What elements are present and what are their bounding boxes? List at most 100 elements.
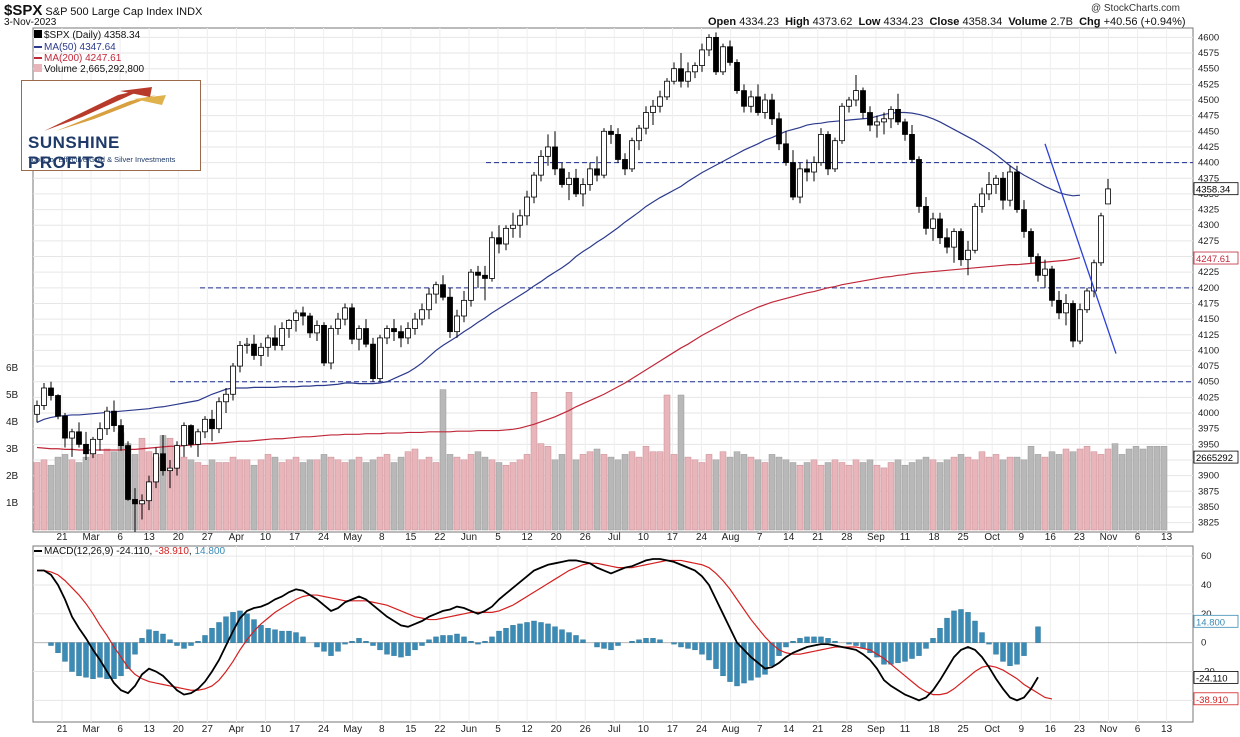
x-tick-label: 5 <box>495 532 501 543</box>
x-tick-label-bottom: 23 <box>1074 724 1086 735</box>
x-tick-label-bottom: 8 <box>379 724 385 735</box>
macd-hist-bar <box>55 642 61 653</box>
candle-body <box>1063 303 1069 314</box>
x-tick-label: 22 <box>434 532 446 543</box>
macd-hist-bar <box>223 616 229 643</box>
last-price-label: 4358.34 <box>1196 185 1230 196</box>
macd-hist-bar <box>944 617 950 643</box>
candle-body <box>146 481 152 502</box>
candle-body <box>118 425 124 446</box>
x-tick-label-bottom: 26 <box>580 724 592 735</box>
macd-hist-bar <box>671 642 677 645</box>
macd-hist-bar <box>825 638 831 643</box>
volume-bar <box>250 464 258 531</box>
candle-body <box>440 284 446 298</box>
x-tick-label: 24 <box>696 532 708 543</box>
candle-body <box>1098 215 1104 264</box>
open-label: Open <box>708 16 737 28</box>
volume-bar <box>488 459 496 531</box>
candle-body <box>664 80 670 98</box>
volume-bar <box>607 456 615 531</box>
candle-body <box>657 96 663 107</box>
macd-hist-bar <box>440 635 446 643</box>
price-tick-label: 4550 <box>1198 64 1219 75</box>
volume-bar <box>887 462 895 531</box>
candle-body <box>258 346 264 356</box>
macd-hist-bar <box>279 630 285 643</box>
volume-bar <box>915 459 923 531</box>
volume-bar <box>418 459 426 531</box>
x-tick-label-bottom: 22 <box>434 724 446 735</box>
candle-body <box>412 318 418 329</box>
candle-body <box>202 418 208 433</box>
candle-body <box>671 68 677 82</box>
volume-bar <box>803 462 811 531</box>
candle-body <box>167 467 173 472</box>
x-tick-label-bottom: 24 <box>696 724 708 735</box>
macd-hist-bar <box>370 642 376 646</box>
candle-body <box>650 105 656 113</box>
candle-body <box>90 438 96 455</box>
macd-hist-bar <box>720 642 726 677</box>
macd-hist-bar <box>713 642 719 669</box>
macd-hist-value: 14.800 <box>194 546 226 557</box>
macd-hist-bar <box>958 609 964 643</box>
symbol: $SPX <box>4 2 43 19</box>
candle-body <box>860 90 866 113</box>
x-tick-label-bottom: 20 <box>551 724 563 735</box>
volume-bar <box>285 459 293 531</box>
price-tick-label: 4125 <box>1198 330 1219 341</box>
x-tick-label-bottom: 10 <box>638 724 650 735</box>
x-tick-label: 28 <box>841 532 853 543</box>
macd-signal-line <box>37 559 1053 700</box>
volume-bar <box>278 462 286 531</box>
candle-body <box>447 296 453 333</box>
candle-body <box>1105 188 1111 205</box>
volume-bar <box>369 459 377 531</box>
candle-body <box>69 431 75 439</box>
candle-body <box>790 162 796 198</box>
volume-bar <box>1153 446 1161 531</box>
volume-bar <box>726 456 734 531</box>
ma200-value-label-box <box>1193 251 1239 265</box>
macd-hist-bar <box>741 642 747 684</box>
volume-bar <box>299 462 307 531</box>
volume-bar <box>670 454 678 531</box>
candle-body <box>783 143 789 164</box>
macd-hist-bar <box>902 642 908 662</box>
volume-axis-label: 1B <box>6 498 19 509</box>
volume-bar <box>677 394 685 531</box>
macd-hist-bar <box>342 642 348 645</box>
volume-bar <box>502 464 510 531</box>
volume-bar <box>47 464 55 531</box>
macd-hist-bar <box>461 636 467 643</box>
volume-bar <box>649 451 657 531</box>
candle-body <box>937 218 943 239</box>
candle-body <box>468 271 474 301</box>
candle-body <box>419 309 425 320</box>
macd-hist-bar <box>181 642 187 649</box>
candle-body <box>839 105 845 142</box>
candle-body <box>538 155 544 176</box>
volume-bar <box>1118 454 1126 531</box>
candle-body <box>797 168 803 198</box>
x-tick-label-bottom: 16 <box>1045 724 1057 735</box>
macd-hist-bar <box>475 642 481 645</box>
volume-bar <box>1048 451 1056 531</box>
x-tick-label-bottom: Jul <box>608 724 621 735</box>
macd-hist-bar <box>615 642 621 646</box>
legend-price: $SPX (Daily) 4358.34 <box>34 30 140 41</box>
volume-bar <box>943 459 951 531</box>
macd-hist-bar <box>321 642 327 652</box>
price-tick-label: 4600 <box>1198 32 1219 43</box>
volume-bar <box>334 459 342 531</box>
macd-hist-bar <box>1000 642 1006 662</box>
x-tick-label-bottom: Apr <box>229 724 245 735</box>
x-tick-label: Nov <box>1100 532 1118 543</box>
candle-body <box>608 130 614 135</box>
macd-hist-bar <box>888 642 894 665</box>
macd-hist-bar <box>538 622 544 643</box>
volume-bar <box>236 459 244 531</box>
candle-body <box>181 425 187 446</box>
macd-line-label: -24.110 <box>1196 673 1228 684</box>
